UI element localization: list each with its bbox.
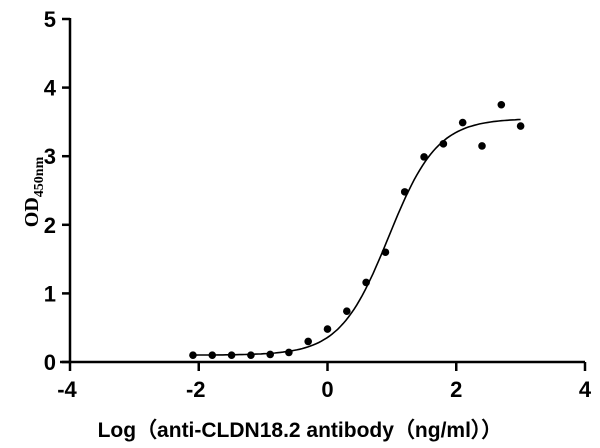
data-points	[189, 100, 525, 359]
data-point	[497, 100, 506, 109]
y-tick-label: 0	[44, 350, 56, 375]
x-tick-label: 0	[321, 377, 333, 402]
data-point	[439, 140, 448, 148]
fit-curve	[193, 118, 521, 356]
x-axis-title: Log（anti-CLDN18.2 antibody（ng/ml））	[98, 418, 503, 442]
data-point	[478, 142, 486, 150]
y-tick-label: 5	[44, 7, 56, 32]
data-point	[458, 118, 467, 127]
data-point	[227, 351, 236, 359]
data-point	[247, 351, 255, 359]
data-point	[343, 307, 351, 316]
data-point	[400, 188, 409, 196]
data-point	[208, 351, 217, 359]
x-tick-label: 2	[450, 377, 462, 402]
data-point	[189, 351, 197, 359]
data-point	[266, 350, 275, 359]
data-point	[323, 325, 332, 333]
x-tick-label: -2	[186, 377, 206, 402]
y-axis-title: OD450nm	[21, 156, 47, 227]
data-point	[516, 122, 525, 130]
x-tick-label: 4	[579, 377, 592, 402]
data-point	[285, 348, 293, 357]
x-axis-ticks: -4 -2 0 2 4	[57, 362, 592, 402]
data-point	[362, 278, 370, 287]
y-tick-label: 2	[44, 213, 56, 238]
y-axis-ticks: 0 1 2 3 4 5	[44, 7, 70, 375]
y-tick-label: 4	[44, 76, 57, 101]
y-tick-label: 1	[44, 281, 56, 306]
data-point	[381, 248, 390, 257]
y-tick-label: 3	[44, 144, 56, 169]
x-tick-label: -4	[57, 377, 77, 402]
data-point	[420, 153, 428, 161]
data-point	[304, 337, 312, 346]
